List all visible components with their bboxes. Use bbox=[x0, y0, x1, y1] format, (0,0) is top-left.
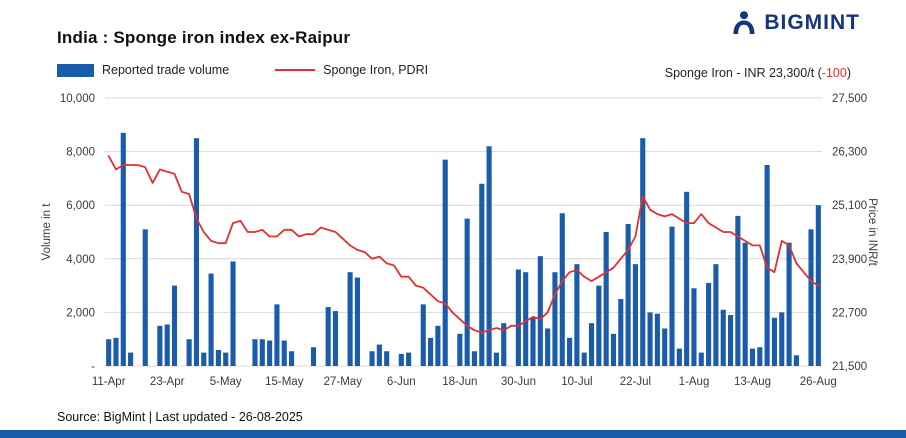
svg-text:13-Aug: 13-Aug bbox=[734, 376, 771, 388]
left-axis-title: Volume in t bbox=[41, 203, 53, 261]
svg-text:23,900: 23,900 bbox=[832, 254, 867, 266]
svg-text:26-Aug: 26-Aug bbox=[800, 376, 837, 388]
current-price-suffix: ) bbox=[846, 66, 851, 80]
svg-text:6,000: 6,000 bbox=[66, 200, 95, 212]
svg-text:-: - bbox=[91, 361, 95, 373]
source-text: Source: BigMint | Last updated - 26-08-2… bbox=[57, 410, 303, 424]
svg-text:15-May: 15-May bbox=[265, 376, 304, 388]
svg-text:22,700: 22,700 bbox=[832, 307, 867, 319]
bigmint-logo-icon bbox=[733, 11, 755, 34]
svg-text:23-Apr: 23-Apr bbox=[150, 376, 185, 388]
right-axis-title: Price in INR/t bbox=[866, 198, 878, 266]
svg-text:5-May: 5-May bbox=[210, 376, 242, 388]
chart-legend: Reported trade volume Sponge Iron, PDRI bbox=[57, 63, 428, 77]
svg-text:30-Jun: 30-Jun bbox=[501, 376, 536, 388]
svg-text:2,000: 2,000 bbox=[66, 307, 95, 319]
svg-text:11-Apr: 11-Apr bbox=[92, 376, 126, 388]
footer-accent-bar bbox=[0, 430, 906, 438]
legend-price-label: Sponge Iron, PDRI bbox=[323, 63, 429, 77]
svg-text:25,100: 25,100 bbox=[832, 200, 867, 212]
svg-text:18-Jun: 18-Jun bbox=[442, 376, 477, 388]
legend-item-volume: Reported trade volume bbox=[57, 63, 229, 77]
svg-text:10,000: 10,000 bbox=[60, 93, 95, 105]
svg-text:22-Jul: 22-Jul bbox=[620, 376, 651, 388]
svg-text:26,300: 26,300 bbox=[832, 147, 867, 159]
current-price-prefix: Sponge Iron - INR 23,300/t ( bbox=[664, 66, 822, 80]
price-change-negative: -100 bbox=[821, 66, 847, 80]
legend-volume-label: Reported trade volume bbox=[102, 63, 230, 77]
svg-text:8,000: 8,000 bbox=[66, 147, 95, 159]
svg-text:27-May: 27-May bbox=[324, 376, 363, 388]
page-title: India : Sponge iron index ex-Raipur bbox=[57, 28, 351, 47]
current-price-text: Sponge Iron - INR 23,300/t (-100) bbox=[665, 66, 851, 80]
bigmint-logo-text: BIGMINT bbox=[764, 11, 860, 34]
svg-text:4,000: 4,000 bbox=[66, 254, 95, 266]
svg-text:6-Jun: 6-Jun bbox=[387, 376, 416, 388]
legend-item-price: Sponge Iron, PDRI bbox=[275, 63, 428, 77]
svg-text:27,500: 27,500 bbox=[832, 93, 867, 105]
price-legend-swatch bbox=[275, 69, 316, 71]
svg-text:10-Jul: 10-Jul bbox=[561, 376, 592, 388]
svg-text:21,500: 21,500 bbox=[832, 361, 867, 373]
volume-legend-swatch bbox=[57, 63, 94, 77]
volume-price-chart: - 21,500 2,000 22,700 4,000 23,900 6,000 25,100… bbox=[60, 93, 867, 388]
bigmint-logo: BIGMINT bbox=[731, 10, 860, 36]
svg-text:1-Aug: 1-Aug bbox=[679, 376, 710, 388]
